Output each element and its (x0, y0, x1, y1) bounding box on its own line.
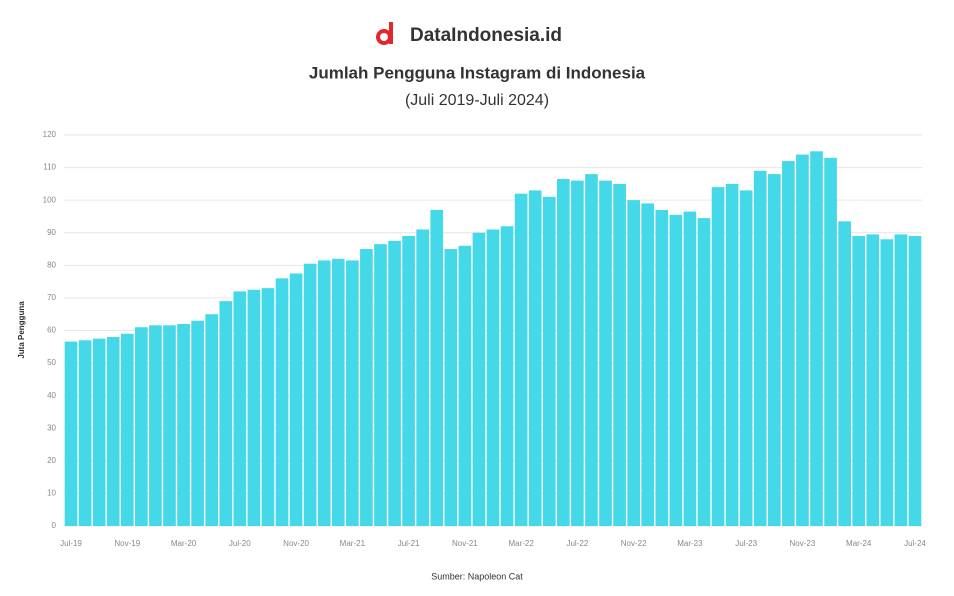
x-tick-label: Mar-24 (846, 539, 872, 548)
x-tick-label: Jul-21 (398, 539, 420, 548)
bar (416, 229, 430, 526)
bar (247, 289, 261, 526)
x-tick-label: Nov-20 (283, 539, 309, 548)
bar (669, 214, 683, 526)
bar (500, 226, 514, 526)
y-tick-label: 0 (52, 521, 57, 530)
x-tick-label: Jul-24 (904, 539, 926, 548)
y-tick-label: 60 (47, 326, 56, 335)
bar (331, 258, 345, 526)
bar (655, 209, 669, 527)
bar (120, 333, 134, 526)
bar (697, 218, 711, 526)
bar (641, 203, 655, 527)
x-tick-label: Jul-22 (566, 539, 588, 548)
x-tick-label: Jul-20 (229, 539, 251, 548)
x-tick-label: Jul-19 (60, 539, 82, 548)
y-tick-label: 120 (43, 130, 57, 139)
bar (472, 232, 486, 526)
bar (106, 337, 120, 526)
y-tick-label: 80 (47, 260, 56, 269)
y-tick-label: 30 (47, 423, 56, 432)
bar (556, 178, 570, 527)
y-tick-label: 20 (47, 456, 56, 465)
bar (767, 174, 781, 526)
y-tick-label: 70 (47, 293, 56, 302)
x-tick-label: Mar-22 (508, 539, 534, 548)
bar (894, 234, 908, 527)
bar (205, 314, 219, 526)
logo (376, 22, 393, 45)
bar (599, 180, 612, 526)
bar (571, 180, 584, 526)
x-tick-label: Nov-21 (452, 539, 478, 548)
bar (683, 211, 697, 526)
bar (430, 209, 444, 527)
y-tick-label: 50 (47, 358, 56, 367)
bar (796, 154, 809, 527)
bar (824, 157, 837, 526)
bar (64, 341, 78, 526)
x-tick-label: Nov-22 (621, 539, 647, 548)
bar (810, 151, 823, 526)
x-tick-label: Nov-23 (790, 539, 816, 548)
bar (374, 244, 387, 526)
bar (486, 229, 500, 526)
bar (289, 273, 303, 526)
bar (458, 245, 472, 527)
chart-title: Jumlah Pengguna Instagram di Indonesia (309, 63, 646, 82)
bar (838, 221, 851, 527)
bar (388, 240, 401, 527)
bar (739, 190, 753, 526)
bar (191, 320, 204, 526)
bar (866, 234, 880, 527)
bar (711, 187, 725, 526)
bar (852, 236, 866, 526)
chart-subtitle: (Juli 2019-Juli 2024) (405, 92, 549, 109)
bar (219, 301, 233, 526)
bar (585, 174, 598, 526)
bar (782, 161, 795, 527)
y-tick-label: 90 (47, 228, 56, 237)
y-tick-label: 40 (47, 391, 56, 400)
bar (444, 249, 458, 526)
y-tick-label: 110 (43, 163, 56, 172)
bar (627, 200, 640, 526)
brand: DataIndonesia.id (410, 25, 562, 46)
bar (360, 249, 373, 526)
bar (303, 263, 317, 526)
bar (542, 196, 556, 527)
bar (135, 327, 148, 526)
bar (149, 325, 162, 526)
bar (275, 278, 289, 526)
bar (346, 260, 359, 526)
bar (92, 338, 106, 526)
bar (261, 288, 275, 526)
bar (725, 183, 739, 526)
bar (908, 236, 922, 526)
bar (514, 193, 528, 526)
bar (233, 291, 247, 526)
x-tick-label: Mar-20 (171, 539, 197, 548)
bar (78, 340, 92, 526)
y-axis-label: Juta Pengguna (17, 301, 26, 359)
bar (317, 260, 331, 526)
x-tick-label: Mar-23 (677, 539, 703, 548)
bar (753, 170, 767, 526)
bar (613, 183, 626, 526)
y-tick-label: 10 (47, 489, 56, 498)
bar (880, 239, 894, 526)
x-tick-label: Nov-19 (114, 539, 140, 548)
x-tick-label: Jul-23 (735, 539, 757, 548)
bar (177, 323, 190, 526)
source: Sumber: Napoleon Cat (431, 571, 523, 581)
bar (163, 325, 176, 526)
bar (528, 190, 542, 526)
x-tick-label: Mar-21 (340, 539, 366, 548)
bar (402, 236, 415, 526)
y-tick-label: 100 (43, 195, 57, 204)
